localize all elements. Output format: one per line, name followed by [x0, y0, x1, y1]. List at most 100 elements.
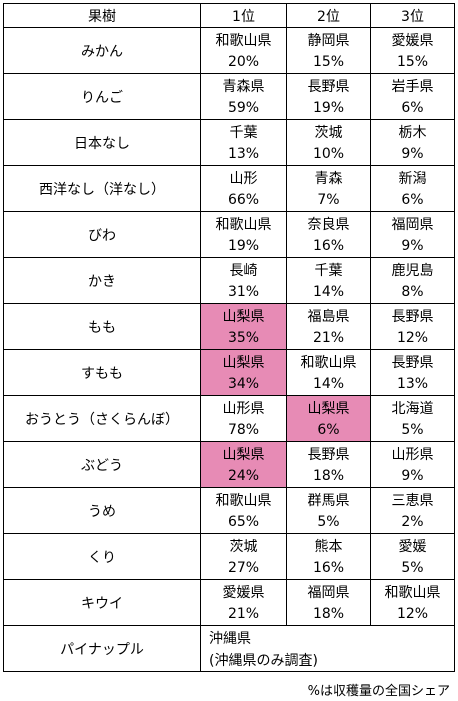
rank-1-share: 35%	[200, 326, 287, 350]
rank-2-share: 16%	[286, 234, 371, 258]
rank-1-share: 31%	[200, 280, 287, 304]
table-row-percent: 35% 21% 12%	[4, 326, 455, 350]
pineapple-prefecture: 沖縄県	[200, 625, 455, 648]
rank-2-share: 18%	[286, 602, 371, 626]
table-row-percent: 21% 18% 12%	[4, 602, 455, 626]
fruit-name: うめ	[3, 487, 201, 534]
rank-2-prefecture: 奈良県	[286, 211, 371, 234]
fruit-name: くり	[3, 533, 201, 580]
rank-1-prefecture: 和歌山県	[200, 211, 287, 234]
header-row: 果樹 1位 2位 3位	[3, 3, 455, 28]
rank-1-prefecture: 山形県	[200, 395, 287, 418]
table-row-percent: 66% 7% 6%	[4, 188, 455, 212]
fruit-name: みかん	[3, 27, 201, 74]
fruit-name: おうとう（さくらんぼ）	[3, 395, 201, 442]
table-row-percent: 20% 15% 15%	[4, 50, 455, 74]
fruit-name: 西洋なし（洋なし）	[3, 165, 201, 212]
rank-1-share: 19%	[200, 234, 287, 258]
rank-2-share: 15%	[286, 50, 371, 74]
table-row: 西洋なし（洋なし） 山形 青森 新潟	[3, 165, 455, 212]
fruit-name: パイナップル	[3, 625, 201, 672]
table-row: キウイ 愛媛県 福岡県 和歌山県	[3, 579, 455, 626]
fruit-name: かき	[3, 257, 201, 304]
table-row-pineapple-note: (沖縄県のみ調査)	[4, 648, 455, 672]
rank-3-share: 6%	[370, 188, 455, 212]
rank-3-prefecture: 愛媛	[370, 533, 455, 556]
fruit-ranking-table: 果樹 1位 2位 3位 みかん 和歌山県 静岡県 愛媛県 20% 15% 15% りんご 青森県…	[3, 3, 455, 672]
header-rank-2: 2位	[286, 3, 371, 28]
rank-2-share: 21%	[286, 326, 371, 350]
rank-3-prefecture: 長野県	[370, 303, 455, 326]
rank-1-prefecture: 山梨県	[200, 303, 287, 326]
table-row: 日本なし 千葉 茨城 栃木	[3, 119, 455, 166]
rank-3-share: 9%	[370, 464, 455, 488]
header-rank-1: 1位	[200, 3, 287, 28]
rank-2-prefecture: 長野県	[286, 73, 371, 96]
rank-3-prefecture: 栃木	[370, 119, 455, 142]
table-row-percent: 27% 16% 5%	[4, 556, 455, 580]
header-rank-3: 3位	[370, 3, 455, 28]
table-row-pineapple: パイナップル 沖縄県	[3, 625, 455, 672]
rank-2-share: 16%	[286, 556, 371, 580]
table-row: うめ 和歌山県 群馬県 三恵県	[3, 487, 455, 534]
rank-2-share: 18%	[286, 464, 371, 488]
rank-3-share: 5%	[370, 418, 455, 442]
table-row: りんご 青森県 長野県 岩手県	[3, 73, 455, 120]
rank-1-prefecture: 和歌山県	[200, 487, 287, 510]
rank-1-prefecture: 山形	[200, 165, 287, 188]
rank-2-prefecture: 青森	[286, 165, 371, 188]
header-fruit: 果樹	[3, 3, 201, 28]
rank-2-prefecture: 長野県	[286, 441, 371, 464]
table-row: かき 長崎 千葉 鹿児島	[3, 257, 455, 304]
rank-1-share: 13%	[200, 142, 287, 166]
table-row: すもも 山梨県 和歌山県 長野県	[3, 349, 455, 396]
fruit-name: びわ	[3, 211, 201, 258]
table-row-percent: 65% 5% 2%	[4, 510, 455, 534]
rank-2-prefecture: 千葉	[286, 257, 371, 280]
rank-1-share: 59%	[200, 96, 287, 120]
rank-2-share: 19%	[286, 96, 371, 120]
rank-2-prefecture: 和歌山県	[286, 349, 371, 372]
rank-3-share: 2%	[370, 510, 455, 534]
rank-3-prefecture: 愛媛県	[370, 27, 455, 50]
table-row-percent: 31% 14% 8%	[4, 280, 455, 304]
rank-3-share: 12%	[370, 326, 455, 350]
rank-3-share: 15%	[370, 50, 455, 74]
rank-1-prefecture: 山梨県	[200, 349, 287, 372]
rank-1-prefecture: 長崎	[200, 257, 287, 280]
rank-1-share: 20%	[200, 50, 287, 74]
rank-1-prefecture: 山梨県	[200, 441, 287, 464]
rank-2-share: 14%	[286, 372, 371, 396]
rank-3-prefecture: 北海道	[370, 395, 455, 418]
rank-1-prefecture: 愛媛県	[200, 579, 287, 602]
rank-1-share: 27%	[200, 556, 287, 580]
table-row-percent: 59% 19% 6%	[4, 96, 455, 120]
table-row-percent: 24% 18% 9%	[4, 464, 455, 488]
table-row-percent: 13% 10% 9%	[4, 142, 455, 166]
rank-2-share: 7%	[286, 188, 371, 212]
rank-3-prefecture: 長野県	[370, 349, 455, 372]
table-row: びわ 和歌山県 奈良県 福岡県	[3, 211, 455, 258]
rank-3-share: 9%	[370, 142, 455, 166]
rank-1-prefecture: 青森県	[200, 73, 287, 96]
rank-1-prefecture: 和歌山県	[200, 27, 287, 50]
rank-3-prefecture: 和歌山県	[370, 579, 455, 602]
rank-2-prefecture: 群馬県	[286, 487, 371, 510]
fruit-name: りんご	[3, 73, 201, 120]
footnote: %は収穫量の全国シェア	[307, 684, 450, 699]
rank-3-prefecture: 岩手県	[370, 73, 455, 96]
table-row: みかん 和歌山県 静岡県 愛媛県	[3, 27, 455, 74]
rank-2-prefecture: 茨城	[286, 119, 371, 142]
pineapple-note: (沖縄県のみ調査)	[200, 648, 455, 672]
fruit-name: 日本なし	[3, 119, 201, 166]
rank-2-share: 10%	[286, 142, 371, 166]
rank-3-share: 6%	[370, 96, 455, 120]
fruit-name: すもも	[3, 349, 201, 396]
rank-2-prefecture: 福島県	[286, 303, 371, 326]
fruit-name: ぶどう	[3, 441, 201, 488]
rank-3-prefecture: 三恵県	[370, 487, 455, 510]
rank-3-share: 8%	[370, 280, 455, 304]
fruit-name: もも	[3, 303, 201, 350]
rank-3-prefecture: 山形県	[370, 441, 455, 464]
rank-3-share: 5%	[370, 556, 455, 580]
